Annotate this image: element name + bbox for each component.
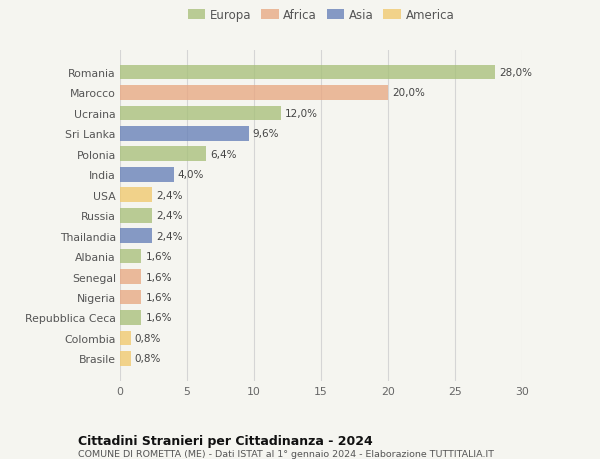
Text: 1,6%: 1,6% bbox=[145, 272, 172, 282]
Bar bbox=[120, 127, 248, 141]
Bar bbox=[120, 310, 142, 325]
Bar bbox=[120, 249, 142, 264]
Text: 1,6%: 1,6% bbox=[145, 252, 172, 262]
Bar bbox=[120, 147, 206, 162]
Text: 1,6%: 1,6% bbox=[145, 313, 172, 323]
Text: 6,4%: 6,4% bbox=[210, 150, 236, 159]
Text: COMUNE DI ROMETTA (ME) - Dati ISTAT al 1° gennaio 2024 - Elaborazione TUTTITALIA: COMUNE DI ROMETTA (ME) - Dati ISTAT al 1… bbox=[78, 449, 494, 458]
Bar bbox=[120, 66, 495, 80]
Text: 2,4%: 2,4% bbox=[156, 211, 182, 221]
Bar bbox=[120, 188, 152, 203]
Bar bbox=[120, 290, 142, 305]
Text: 12,0%: 12,0% bbox=[285, 109, 318, 119]
Text: 2,4%: 2,4% bbox=[156, 231, 182, 241]
Text: Cittadini Stranieri per Cittadinanza - 2024: Cittadini Stranieri per Cittadinanza - 2… bbox=[78, 434, 373, 447]
Bar bbox=[120, 168, 173, 182]
Bar bbox=[120, 229, 152, 243]
Bar bbox=[120, 269, 142, 284]
Text: 20,0%: 20,0% bbox=[392, 88, 425, 98]
Text: 2,4%: 2,4% bbox=[156, 190, 182, 200]
Text: 0,8%: 0,8% bbox=[135, 333, 161, 343]
Bar bbox=[120, 351, 131, 366]
Bar bbox=[120, 86, 388, 101]
Text: 0,8%: 0,8% bbox=[135, 353, 161, 364]
Text: 4,0%: 4,0% bbox=[178, 170, 204, 180]
Text: 9,6%: 9,6% bbox=[253, 129, 279, 139]
Bar bbox=[120, 106, 281, 121]
Bar bbox=[120, 208, 152, 223]
Text: 28,0%: 28,0% bbox=[499, 68, 532, 78]
Text: 1,6%: 1,6% bbox=[145, 292, 172, 302]
Legend: Europa, Africa, Asia, America: Europa, Africa, Asia, America bbox=[185, 7, 457, 24]
Bar bbox=[120, 331, 131, 346]
